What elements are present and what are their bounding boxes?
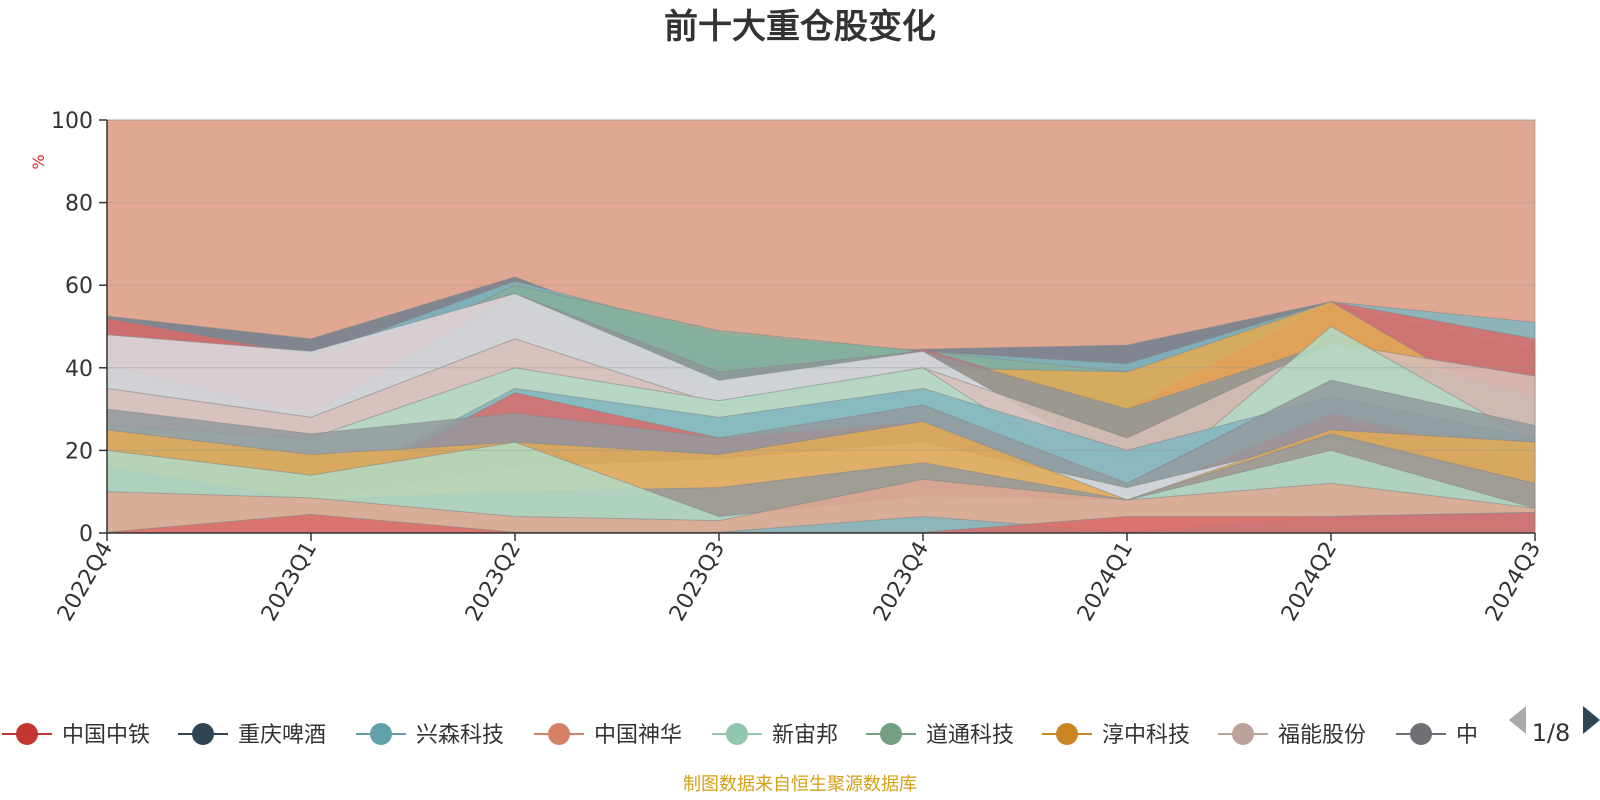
- legend-item-2[interactable]: 兴森科技: [356, 723, 504, 748]
- legend-prev-page-icon[interactable]: [1509, 706, 1526, 734]
- legend-label: 中国神华: [594, 723, 682, 748]
- grid-lines: [107, 119, 1535, 451]
- legend-pager: 1/8: [1509, 706, 1600, 747]
- legend-marker-icon: [1232, 723, 1254, 745]
- y-tick-label: 20: [65, 439, 93, 464]
- legend-item-0[interactable]: 中国中铁: [2, 723, 150, 748]
- legend-items: 中国中铁 重庆啤酒 兴森科技 中国神华 新宙邦 道通科技 淳中科技 福能股份 中: [2, 723, 1478, 748]
- legend-marker-icon: [726, 723, 748, 745]
- x-tick-label: 2024Q2: [1277, 538, 1342, 626]
- x-tick-label: 2023Q3: [665, 538, 730, 626]
- data-source-note: 制图数据来自恒生聚源数据库: [683, 774, 917, 795]
- y-tick-label: 80: [65, 192, 93, 217]
- area-series-group: [106, 119, 1536, 534]
- legend-item-6[interactable]: 淳中科技: [1042, 723, 1190, 748]
- legend-item-4[interactable]: 新宙邦: [712, 723, 838, 748]
- legend-marker-icon: [192, 723, 214, 745]
- y-axis-unit-label: %: [29, 154, 48, 169]
- legend-marker-icon: [370, 723, 392, 745]
- legend-item-5[interactable]: 道通科技: [866, 723, 1014, 748]
- legend-label: 新宙邦: [772, 723, 838, 748]
- legend-item-8[interactable]: 中: [1396, 723, 1478, 748]
- chart-title: 前十大重仓股变化: [664, 7, 936, 47]
- x-tick-label: 2022Q4: [53, 538, 118, 626]
- x-tick-label: 2023Q2: [461, 538, 526, 626]
- y-tick-label: 60: [65, 274, 93, 299]
- x-tick-label: 2024Q1: [1073, 538, 1138, 626]
- x-tick-label: 2023Q1: [257, 538, 322, 626]
- legend-marker-icon: [1410, 723, 1432, 745]
- legend-marker-icon: [548, 723, 570, 745]
- area-series-19: [106, 511, 1536, 534]
- legend-marker-icon: [16, 723, 38, 745]
- y-tick-label: 0: [79, 522, 93, 547]
- legend-label: 福能股份: [1278, 723, 1366, 748]
- legend-label: 中: [1456, 723, 1478, 748]
- y-tick-label: 100: [51, 109, 93, 134]
- y-tick-label: 40: [65, 357, 93, 382]
- legend-item-7[interactable]: 福能股份: [1218, 723, 1366, 748]
- legend-page-indicator: 1/8: [1532, 719, 1571, 747]
- legend-item-1[interactable]: 重庆啤酒: [178, 723, 326, 748]
- legend: 中国中铁 重庆啤酒 兴森科技 中国神华 新宙邦 道通科技 淳中科技 福能股份 中: [2, 723, 1478, 748]
- legend-item-3[interactable]: 中国神华: [534, 723, 682, 748]
- legend-label: 道通科技: [926, 723, 1014, 748]
- legend-label: 重庆啤酒: [238, 723, 326, 748]
- legend-label: 中国中铁: [62, 723, 150, 748]
- legend-marker-icon: [1056, 723, 1078, 745]
- x-tick-label: 2024Q3: [1481, 538, 1546, 626]
- x-tick-label: 2023Q4: [869, 538, 934, 626]
- legend-next-page-icon[interactable]: [1583, 706, 1600, 734]
- legend-label: 兴森科技: [416, 723, 504, 748]
- legend-marker-icon: [880, 723, 902, 745]
- legend-label: 淳中科技: [1102, 723, 1190, 748]
